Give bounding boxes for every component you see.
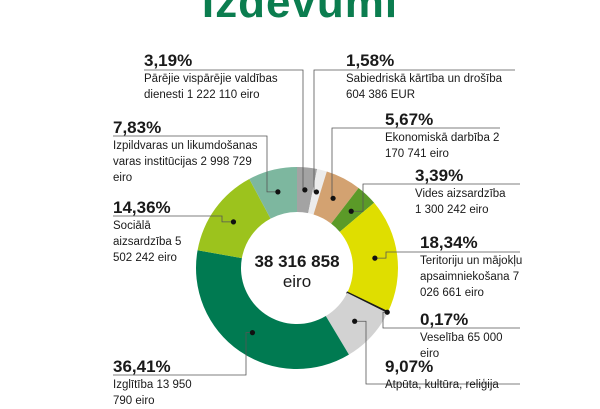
label-slice-3: 3,39% Vides aizsardzība 1 300 242 eiro — [415, 166, 506, 216]
donut-slice-6 — [325, 292, 388, 355]
page-title: Izdevumi — [201, 0, 399, 27]
donut-slice-7 — [195, 250, 349, 369]
donut-slice-4 — [339, 202, 398, 312]
total-amount: 38 316 858 — [254, 252, 340, 271]
label-slice-5: 0,17% Veselība 65 000 eiro — [420, 310, 503, 360]
label-slice-7: 36,41% Izglītība 13 950 790 eiro — [113, 357, 192, 407]
leader-dot-1 — [313, 189, 320, 195]
label-slice-1: 1,58% Sabiedriskā kārtība un drošība 604 … — [346, 51, 502, 101]
label-slice-2: 5,67% Ekonomiskā darbība 2 170 741 eiro — [385, 110, 500, 160]
leader-dot-0 — [302, 187, 308, 193]
label-slice-4: 18,34% Teritoriju un mājokļu apsaimniekoš… — [420, 233, 523, 299]
donut-center-total: 38 316 858 eiro — [237, 252, 357, 292]
label-slice-8: 14,36% Sociālā aizsardzība 5 502 242 eiro — [113, 198, 182, 264]
leader-dot-5 — [384, 309, 390, 315]
donut-slice-2 — [313, 171, 359, 224]
leader-line-7 — [113, 332, 253, 376]
leader-dot-7 — [249, 330, 256, 336]
leader-dot-4 — [372, 255, 378, 261]
leader-line-4 — [374, 251, 520, 259]
label-slice-6: 9,07% Atpūta, kultūra, reliģija — [385, 357, 499, 391]
donut-slice-9 — [249, 167, 297, 219]
donut-slice-8 — [197, 178, 271, 259]
leader-line-8 — [113, 215, 234, 223]
total-unit: eiro — [282, 272, 312, 291]
leader-dot-9 — [275, 189, 281, 195]
leader-dot-2 — [330, 195, 336, 201]
leader-dot-6 — [352, 318, 358, 324]
label-slice-9: 7,83% Izpildvaras un likumdošanas varas i… — [113, 118, 258, 184]
leader-line-6 — [354, 320, 520, 385]
label-slice-0: 3,19% Pārējie vispārējie valdības dienest… — [144, 51, 278, 101]
leader-line-3 — [351, 183, 520, 212]
donut-chart — [113, 69, 520, 385]
leader-dot-3 — [348, 208, 354, 214]
leader-dot-8 — [230, 219, 237, 225]
leader-line-9 — [113, 135, 278, 193]
